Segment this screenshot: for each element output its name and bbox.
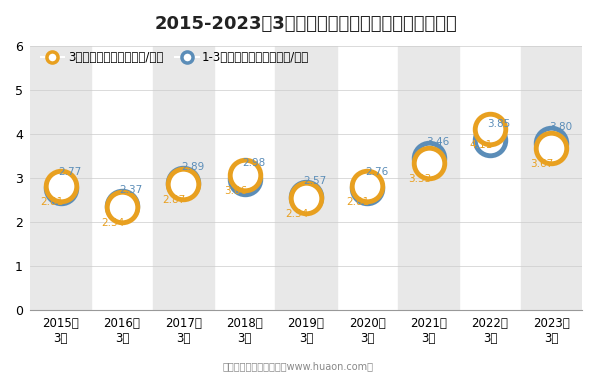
Text: 2.98: 2.98 (242, 158, 266, 168)
Text: 3.85: 3.85 (488, 119, 511, 129)
Text: 2.37: 2.37 (119, 184, 143, 195)
Text: 3.33: 3.33 (408, 174, 431, 184)
Text: 2.81: 2.81 (40, 197, 63, 207)
Text: 2.77: 2.77 (58, 167, 81, 177)
Text: 2.76: 2.76 (365, 167, 388, 177)
Legend: 3月期货成交均价（万元/手）, 1-3月期货成交均价（万元/手）: 3月期货成交均价（万元/手）, 1-3月期货成交均价（万元/手） (36, 46, 314, 69)
Text: 3.67: 3.67 (531, 159, 554, 170)
Text: 3.46: 3.46 (426, 136, 450, 147)
Bar (275, 46, 337, 310)
Text: 2.54: 2.54 (285, 209, 309, 219)
Text: 2.34: 2.34 (101, 218, 124, 228)
Text: 3.80: 3.80 (549, 122, 572, 132)
Text: 4.11: 4.11 (469, 140, 493, 150)
Bar (398, 46, 459, 310)
Text: 2.89: 2.89 (181, 162, 204, 172)
Bar (521, 46, 582, 310)
Text: 2.81: 2.81 (346, 197, 370, 207)
Bar (153, 46, 214, 310)
Bar (30, 46, 91, 310)
Text: 制图：华经产业研究院（www.huaon.com）: 制图：华经产业研究院（www.huaon.com） (223, 361, 374, 371)
Text: 3.06: 3.06 (224, 186, 247, 196)
Title: 2015-2023年3月大连商品交易所豆粕期货成交均价: 2015-2023年3月大连商品交易所豆粕期货成交均价 (155, 15, 457, 33)
Text: 2.57: 2.57 (303, 176, 327, 186)
Text: 2.87: 2.87 (162, 195, 186, 205)
